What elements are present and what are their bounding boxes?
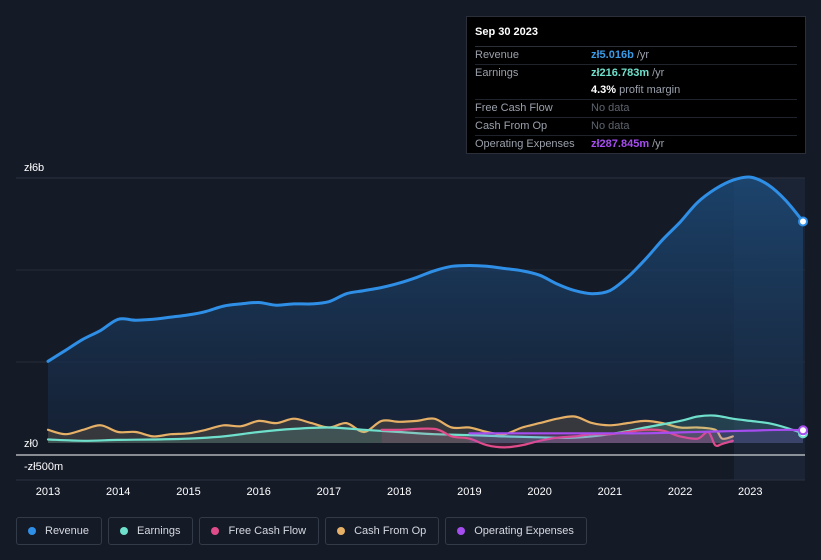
cash-from-op-line <box>46 415 734 440</box>
tooltip-label: Operating Expenses <box>475 138 575 150</box>
earnings-area <box>48 415 803 443</box>
tooltip-row-earnings: Earnings zł216.783m /yr <box>475 65 797 82</box>
tooltip-row-opex: Operating Expenses zł287.845m /yr <box>475 136 797 153</box>
revenue-area <box>48 176 803 443</box>
legend-item-revenue[interactable]: Revenue <box>16 517 103 545</box>
legend-label: Free Cash Flow <box>228 525 307 537</box>
legend-item-cash-from-op[interactable]: Cash From Op <box>325 517 440 545</box>
x-tick-label: 2022 <box>668 486 692 498</box>
tooltip-value: zł216.783m <box>591 67 650 79</box>
operating-expenses-area <box>469 429 803 443</box>
tooltip-label: Free Cash Flow <box>475 102 553 114</box>
x-tick-label: 2018 <box>387 486 411 498</box>
tooltip-value: 4.3% <box>591 84 617 96</box>
x-tick-label: 2017 <box>317 486 341 498</box>
x-tick-label: 2014 <box>106 486 130 498</box>
legend-item-earnings[interactable]: Earnings <box>108 517 194 545</box>
tooltip-row-revenue: Revenue zł5.016b /yr <box>475 47 797 65</box>
legend: Revenue Earnings Free Cash Flow Cash Fro… <box>16 517 593 545</box>
tooltip-nodata: No data <box>591 102 630 114</box>
tooltip-label: Earnings <box>475 67 519 79</box>
tooltip-row-cfo: Cash From Op No data <box>475 118 797 136</box>
tooltip-nodata: No data <box>591 120 630 132</box>
legend-label: Earnings <box>137 525 181 537</box>
revenue-endpoint <box>798 216 808 227</box>
earnings-line <box>46 414 805 442</box>
legend-dot-icon <box>120 527 129 535</box>
legend-label: Operating Expenses <box>474 525 574 537</box>
tooltip-row-fcf: Free Cash Flow No data <box>475 100 797 118</box>
x-tick-label: 2013 <box>36 486 60 498</box>
x-tick-label: 2015 <box>176 486 200 498</box>
tooltip-value: zł287.845m <box>591 138 650 150</box>
legend-dot-icon <box>457 527 466 535</box>
legend-dot-icon <box>337 527 346 535</box>
operating-expenses-endpoint <box>798 425 808 436</box>
legend-dot-icon <box>211 527 220 535</box>
legend-label: Revenue <box>45 525 90 537</box>
tooltip-date: Sep 30 2023 <box>475 24 797 47</box>
tooltip-unit: /yr <box>652 67 665 79</box>
y-label-negative: -zł500m <box>24 461 63 473</box>
legend-label: Cash From Op <box>354 525 427 537</box>
free-cash-flow-line <box>380 427 734 449</box>
tooltip-label: Revenue <box>475 49 520 61</box>
tooltip-unit: /yr <box>652 138 665 150</box>
revenue-line <box>46 175 805 363</box>
x-tick-label: 2020 <box>527 486 551 498</box>
tooltip-unit: /yr <box>636 49 650 61</box>
tooltip-unit: profit margin <box>619 84 681 96</box>
x-tick-label: 2021 <box>598 486 622 498</box>
operating-expenses-line <box>468 428 805 435</box>
x-tick-label: 2019 <box>457 486 481 498</box>
legend-dot-icon <box>28 527 36 535</box>
tooltip-panel: Sep 30 2023 Revenue zł5.016b /yr Earning… <box>466 16 806 154</box>
tooltip-row-margin: 4.3% profit margin <box>475 82 797 100</box>
tooltip-value: zł5.016b <box>591 49 634 61</box>
legend-item-operating-expenses[interactable]: Operating Expenses <box>445 517 587 545</box>
x-tick-label: 2016 <box>246 486 270 498</box>
x-tick-label: 2023 <box>738 486 762 498</box>
y-label-top: zł6b <box>24 162 44 174</box>
tooltip-label <box>475 82 591 99</box>
tooltip-label: Cash From Op <box>475 120 548 132</box>
y-label-zero: zł0 <box>24 438 38 450</box>
legend-item-free-cash-flow[interactable]: Free Cash Flow <box>199 517 320 545</box>
